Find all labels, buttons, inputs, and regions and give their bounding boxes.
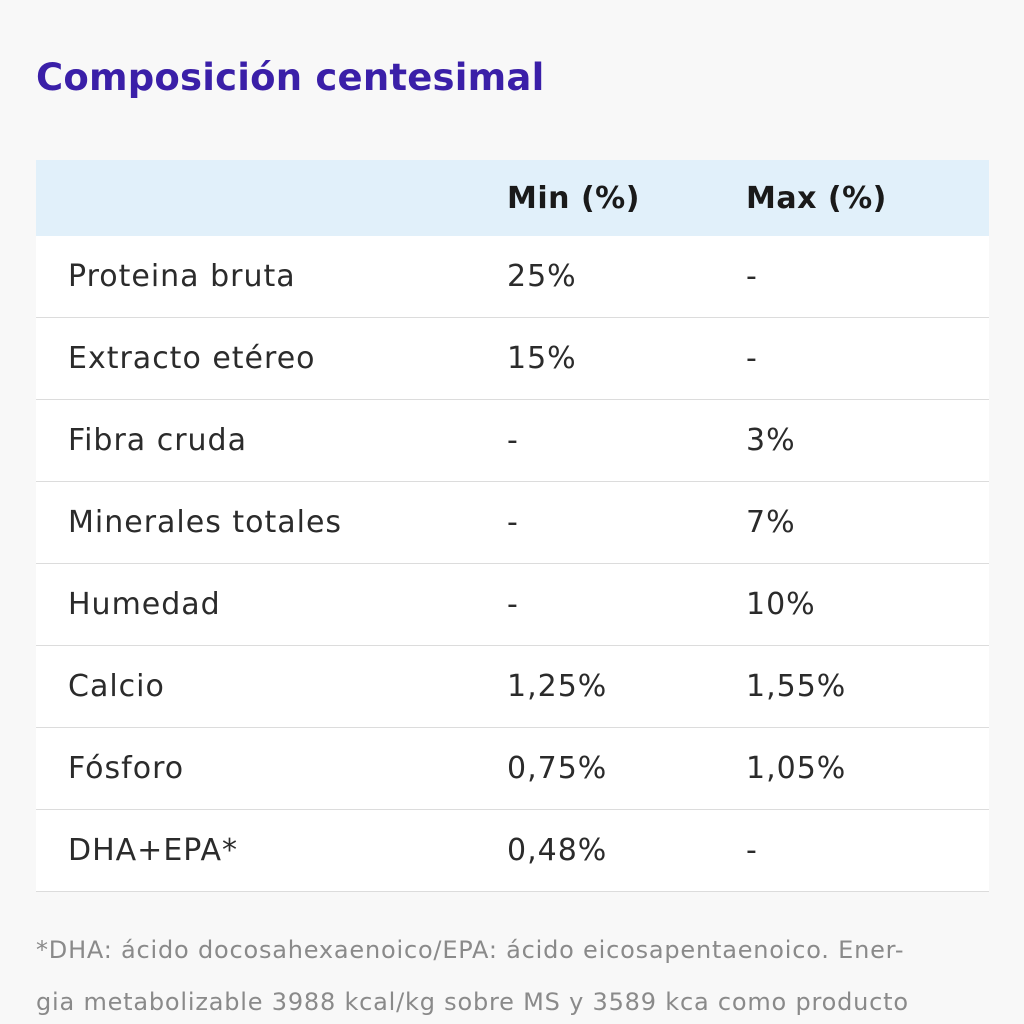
min-value: - bbox=[507, 505, 519, 540]
composition-table: Min (%) Max (%) Proteina bruta 25% - Ext… bbox=[36, 160, 989, 892]
max-value: 7% bbox=[746, 505, 796, 540]
min-value: - bbox=[507, 423, 519, 458]
max-value: 1,05% bbox=[746, 751, 847, 786]
nutrient-name: DHA+EPA* bbox=[68, 833, 238, 868]
table-row: Extracto etéreo 15% - bbox=[36, 318, 989, 400]
page-title: Composición centesimal bbox=[36, 56, 545, 99]
max-value: - bbox=[746, 259, 758, 294]
nutrient-name: Proteina bruta bbox=[68, 259, 296, 294]
table-row: Fósforo 0,75% 1,05% bbox=[36, 728, 989, 810]
min-value: 1,25% bbox=[507, 669, 608, 704]
max-value: 10% bbox=[746, 587, 816, 622]
table-row: Calcio 1,25% 1,55% bbox=[36, 646, 989, 728]
nutrient-name: Fibra cruda bbox=[68, 423, 247, 458]
footnote-line-2: gia metabolizable 3988 kcal/kg sobre MS … bbox=[36, 988, 909, 1016]
footnote: *DHA: ácido docosahexaenoico/EPA: ácido … bbox=[36, 924, 996, 1024]
max-value: 1,55% bbox=[746, 669, 847, 704]
table-header-row: Min (%) Max (%) bbox=[36, 160, 989, 236]
min-value: 25% bbox=[507, 259, 577, 294]
min-value: 15% bbox=[507, 341, 577, 376]
nutrient-name: Fósforo bbox=[68, 751, 185, 786]
table-row: Minerales totales - 7% bbox=[36, 482, 989, 564]
max-value: 3% bbox=[746, 423, 796, 458]
nutrient-name: Extracto etéreo bbox=[68, 341, 316, 376]
table-row: Humedad - 10% bbox=[36, 564, 989, 646]
header-max: Max (%) bbox=[746, 180, 887, 216]
min-value: - bbox=[507, 587, 519, 622]
header-min: Min (%) bbox=[507, 180, 640, 216]
max-value: - bbox=[746, 833, 758, 868]
nutrient-name: Humedad bbox=[68, 587, 221, 622]
nutrient-name: Minerales totales bbox=[68, 505, 343, 540]
max-value: - bbox=[746, 341, 758, 376]
min-value: 0,75% bbox=[507, 751, 608, 786]
table-row: DHA+EPA* 0,48% - bbox=[36, 810, 989, 892]
nutrient-name: Calcio bbox=[68, 669, 165, 704]
table-row: Proteina bruta 25% - bbox=[36, 236, 989, 318]
table-row: Fibra cruda - 3% bbox=[36, 400, 989, 482]
min-value: 0,48% bbox=[507, 833, 608, 868]
footnote-line-1: *DHA: ácido docosahexaenoico/EPA: ácido … bbox=[36, 936, 905, 964]
